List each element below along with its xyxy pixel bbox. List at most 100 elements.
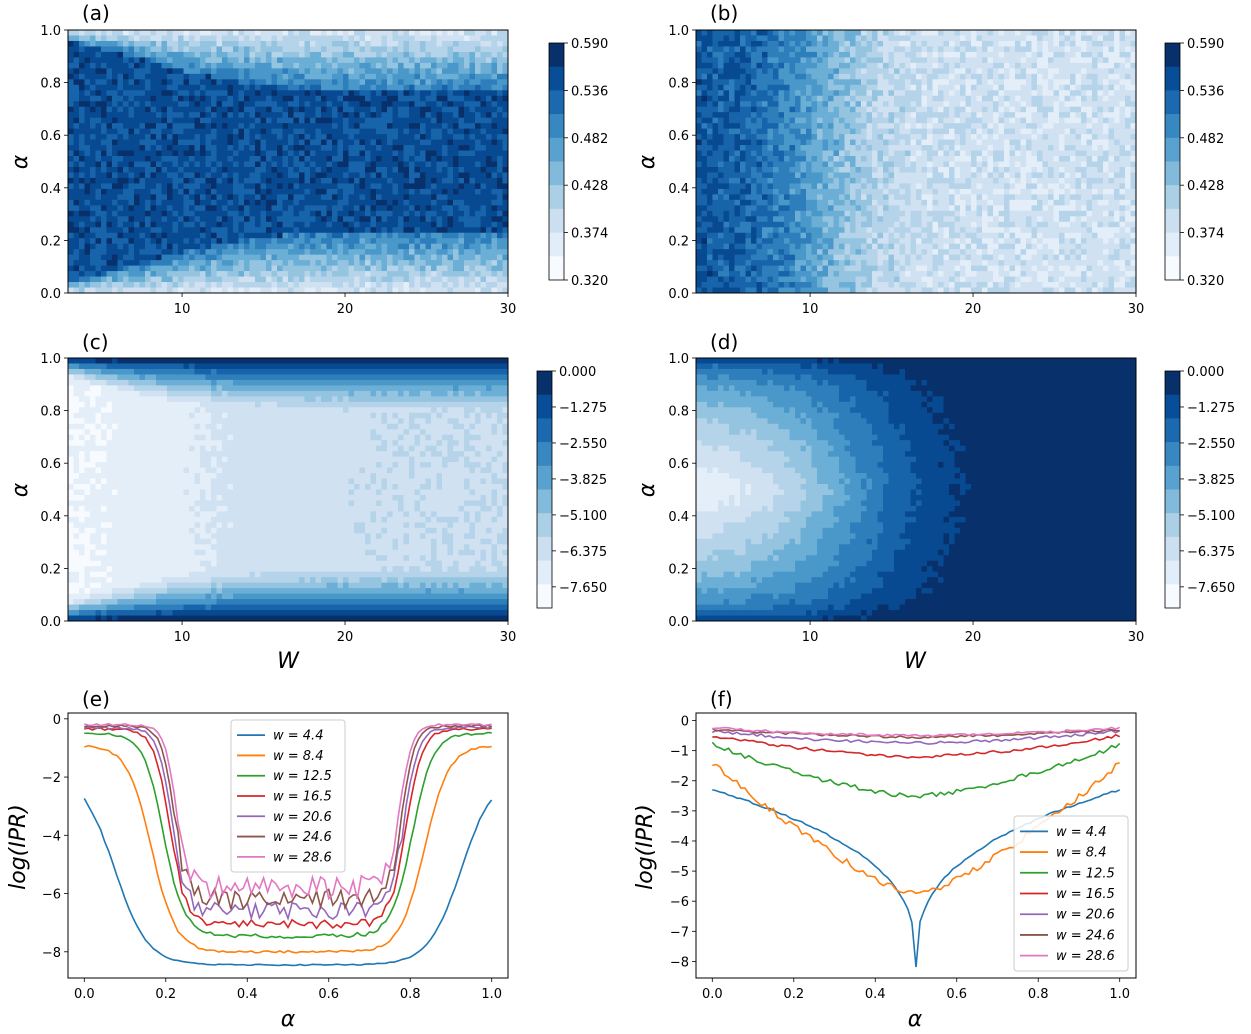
heatmap-cell	[117, 177, 124, 184]
heatmap-cell	[68, 79, 74, 86]
heatmap-cell	[238, 51, 245, 58]
heatmap-cell	[359, 271, 366, 277]
heatmap-cell	[150, 106, 157, 113]
heatmap-cell	[718, 73, 724, 80]
heatmap-cell	[183, 150, 190, 157]
heatmap-cell	[200, 139, 206, 146]
heatmap-cell	[343, 177, 349, 184]
heatmap-cell	[266, 221, 272, 228]
heatmap-cell	[211, 254, 217, 261]
heatmap-cell	[795, 145, 801, 151]
heatmap-cell	[315, 73, 322, 80]
heatmap-cell	[431, 276, 437, 283]
heatmap-cell	[266, 95, 272, 102]
heatmap-cell	[745, 156, 752, 162]
heatmap-cell	[453, 166, 459, 173]
heatmap-cell	[359, 205, 366, 212]
heatmap-cell	[73, 95, 80, 102]
heatmap-cell	[348, 79, 355, 86]
heatmap-cell	[299, 139, 305, 146]
heatmap-cell	[365, 145, 371, 151]
heatmap-cell	[315, 128, 322, 135]
heatmap-cell	[260, 194, 267, 201]
heatmap-cell	[128, 79, 135, 86]
heatmap-cell	[95, 254, 102, 261]
heatmap-cell	[178, 84, 184, 91]
heatmap-cell	[751, 254, 757, 261]
heatmap-cell	[789, 194, 796, 201]
heatmap-cell	[293, 73, 300, 80]
heatmap-cell	[811, 84, 818, 91]
heatmap-cell	[718, 90, 724, 97]
heatmap-cell	[480, 166, 487, 173]
heatmap-cell	[321, 62, 327, 69]
heatmap-cell	[95, 199, 102, 206]
heatmap-cell	[73, 216, 80, 223]
heatmap-cell	[707, 101, 713, 108]
heatmap-cell	[469, 232, 476, 239]
heatmap-cell	[156, 112, 162, 119]
heatmap-cell	[145, 177, 151, 184]
heatmap-cell	[200, 210, 206, 217]
heatmap-cell	[425, 254, 432, 261]
heatmap-cell	[315, 194, 322, 201]
heatmap-cell	[123, 90, 129, 97]
heatmap-cell	[249, 128, 256, 135]
heatmap-cell	[409, 40, 415, 47]
heatmap-cell	[778, 101, 785, 108]
heatmap-cell	[381, 150, 388, 157]
heatmap-cell	[128, 227, 135, 234]
heatmap-cell	[260, 35, 267, 42]
heatmap-cell	[392, 101, 399, 108]
heatmap-cell	[200, 112, 206, 119]
heatmap-cell	[79, 112, 85, 119]
heatmap-cell	[392, 106, 399, 113]
heatmap-cell	[233, 243, 239, 250]
heatmap-cell	[332, 216, 338, 223]
heatmap-cell	[238, 112, 245, 119]
heatmap-cell	[491, 243, 498, 250]
heatmap-cell	[106, 123, 113, 130]
heatmap-cell	[740, 161, 746, 168]
heatmap-cell	[398, 57, 404, 64]
heatmap-cell	[123, 227, 129, 234]
heatmap-cell	[414, 40, 421, 47]
heatmap-cell	[425, 51, 432, 58]
heatmap-cell	[469, 90, 476, 97]
heatmap-cell	[282, 238, 289, 245]
heatmap-cell	[464, 161, 470, 168]
heatmap-cell	[800, 101, 807, 108]
heatmap-cell	[216, 216, 223, 223]
heatmap-cell	[718, 46, 724, 53]
heatmap-cell	[106, 112, 113, 119]
heatmap-cell	[255, 166, 261, 173]
heatmap-cell	[712, 282, 719, 288]
heatmap-cell	[392, 188, 399, 195]
heatmap-cell	[491, 150, 498, 157]
heatmap-cell	[315, 145, 322, 151]
heatmap-cell	[304, 194, 311, 201]
heatmap-cell	[707, 194, 713, 201]
heatmap-cell	[266, 57, 272, 64]
heatmap-cell	[701, 106, 708, 113]
heatmap-cell	[117, 282, 124, 288]
heatmap-cell	[784, 51, 790, 58]
heatmap-cell	[293, 172, 300, 179]
heatmap-cell	[696, 156, 702, 162]
heatmap-cell	[277, 282, 283, 288]
heatmap-cell	[189, 62, 195, 69]
heatmap-cell	[134, 106, 140, 113]
heatmap-cell	[326, 276, 333, 283]
heatmap-cell	[233, 79, 239, 86]
heatmap-cell	[370, 95, 377, 102]
heatmap-cell	[117, 221, 124, 228]
heatmap-cell	[464, 150, 470, 157]
heatmap-cell	[123, 265, 129, 272]
heatmap-cell	[134, 205, 140, 212]
y-tick-label: 0.8	[40, 77, 61, 92]
heatmap-cell	[167, 62, 173, 69]
heatmap-cell	[205, 95, 212, 102]
heatmap-cell	[800, 260, 807, 267]
heatmap-cell	[337, 205, 344, 212]
heatmap-cell	[447, 95, 454, 102]
